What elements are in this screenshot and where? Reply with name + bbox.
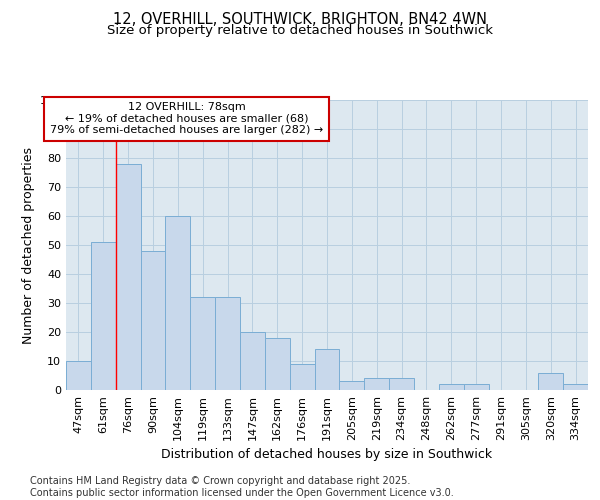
Bar bbox=[190, 297, 215, 390]
Bar bbox=[364, 378, 389, 390]
Bar bbox=[140, 251, 166, 390]
Bar bbox=[66, 361, 91, 390]
Bar bbox=[215, 297, 240, 390]
Bar bbox=[439, 384, 464, 390]
Bar bbox=[538, 372, 563, 390]
Bar bbox=[116, 164, 140, 390]
Bar bbox=[265, 338, 290, 390]
Text: Contains HM Land Registry data © Crown copyright and database right 2025.
Contai: Contains HM Land Registry data © Crown c… bbox=[30, 476, 454, 498]
Text: 12 OVERHILL: 78sqm
← 19% of detached houses are smaller (68)
79% of semi-detache: 12 OVERHILL: 78sqm ← 19% of detached hou… bbox=[50, 102, 323, 136]
Bar bbox=[166, 216, 190, 390]
Bar bbox=[464, 384, 488, 390]
Bar bbox=[314, 350, 340, 390]
Y-axis label: Number of detached properties: Number of detached properties bbox=[22, 146, 35, 344]
Bar bbox=[389, 378, 414, 390]
Text: 12, OVERHILL, SOUTHWICK, BRIGHTON, BN42 4WN: 12, OVERHILL, SOUTHWICK, BRIGHTON, BN42 … bbox=[113, 12, 487, 28]
Bar bbox=[91, 242, 116, 390]
Bar bbox=[240, 332, 265, 390]
X-axis label: Distribution of detached houses by size in Southwick: Distribution of detached houses by size … bbox=[161, 448, 493, 462]
Bar bbox=[290, 364, 314, 390]
Bar bbox=[563, 384, 588, 390]
Bar bbox=[340, 382, 364, 390]
Text: Size of property relative to detached houses in Southwick: Size of property relative to detached ho… bbox=[107, 24, 493, 37]
